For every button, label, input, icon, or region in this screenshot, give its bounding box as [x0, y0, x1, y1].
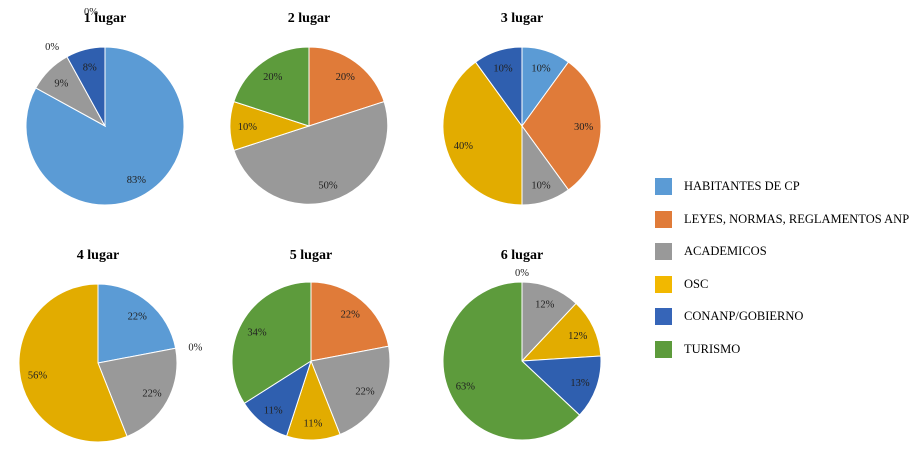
legend-item-osc: OSC [655, 270, 917, 299]
pie-slice-academicos [310, 345, 391, 436]
legend-label-leyes: LEYES, NORMAS, REGLAMENTOS ANP [684, 211, 910, 226]
legend-swatch-osc [655, 275, 672, 293]
pie-slice-osc [442, 61, 523, 206]
legend-label-conanp: CONANP/GOBIERNO [684, 309, 804, 324]
legend-label-habitantes: HABITANTES DE CP [684, 179, 800, 193]
pie-data-label: 11% [264, 406, 283, 417]
pie-slice-academicos [521, 281, 577, 363]
pie-data-label: 22% [142, 389, 162, 400]
legend-swatch-leyes [655, 210, 672, 228]
legend-item-leyes: LEYES, NORMAS, REGLAMENTOS ANP [655, 205, 917, 234]
pie-chart-4: 4 lugar 22% 0% 22% 56% [18, 248, 203, 443]
pie-data-label: 34% [247, 327, 267, 338]
pie-data-label: 10% [238, 122, 258, 133]
pie-data-label: 8% [83, 62, 97, 73]
pie-data-label: 10% [531, 63, 551, 74]
legend-swatch-conanp [655, 308, 672, 326]
pie-slice-turismo [233, 46, 310, 127]
legend-swatch-academicos [655, 243, 672, 261]
pie-data-label: 0% [515, 268, 529, 279]
pie-title: 1 lugar [84, 11, 126, 26]
pie-slice-academicos [97, 347, 178, 438]
pie-title: 3 lugar [501, 11, 543, 26]
pie-slice-turismo [442, 281, 581, 441]
pie-data-label: 0% [45, 42, 59, 53]
pie-data-label: 20% [263, 72, 283, 83]
pie-title: 5 lugar [290, 248, 332, 263]
pie-data-label: 10% [493, 63, 513, 74]
chart-legend: HABITANTES DE CP LEYES, NORMAS, REGLAMEN… [655, 172, 917, 368]
pie-data-label: 50% [318, 181, 338, 192]
pie-data-label: 11% [303, 419, 322, 430]
pie-title: 6 lugar [501, 248, 543, 263]
pie-slice-leyes-normas-reglamentos-anp [308, 46, 385, 127]
legend-label-turismo: TURISMO [684, 341, 741, 356]
pie-title: 2 lugar [288, 11, 330, 26]
pie-chart-3: 3 lugar 10% 30% 10% 40% 10% [442, 11, 602, 206]
legend-swatch-habitantes [655, 178, 672, 195]
pie-data-label: 0% [84, 7, 98, 18]
pie-data-label: 0% [188, 342, 202, 353]
legend-item-conanp: CONANP/GOBIERNO [655, 302, 917, 331]
legend-label-osc: OSC [684, 276, 709, 291]
pie-chart-5: 5 lugar 22% 22% 11% 11% 34% [231, 248, 391, 441]
pie-chart-6: 6 lugar 0% 12% 12% 13% 63% [442, 248, 602, 441]
legend-item-turismo: TURISMO [655, 335, 917, 364]
pie-data-label: 40% [454, 141, 474, 152]
pie-slice-conanp-gobierno [474, 46, 523, 128]
pie-slice-conanp-gobierno [66, 46, 106, 127]
pie-data-label: 20% [336, 72, 356, 83]
pie-chart-1: 1 lugar 83% 9% 0% 8% 0% [25, 7, 185, 206]
pie-data-label: 12% [568, 331, 588, 342]
pie-slice-habitantes-de-cp [97, 283, 177, 364]
pie-data-label: 63% [456, 382, 476, 393]
pie-data-label: 22% [341, 310, 361, 321]
pie-data-label: 10% [531, 181, 551, 192]
legend-item-habitantes: HABITANTES DE CP [655, 172, 917, 201]
legend-swatch-turismo [655, 340, 672, 358]
pie-data-label: 22% [355, 387, 375, 398]
pie-slice-turismo [231, 281, 312, 405]
pie-slice-academicos [233, 100, 389, 205]
pie-data-label: 83% [127, 175, 147, 186]
pie-data-label: 56% [28, 371, 48, 382]
pie-chart-2: 2 lugar 20% 50% 10% 20% [229, 11, 389, 205]
pie-data-label: 22% [128, 312, 148, 323]
pie-slice-osc [18, 283, 128, 443]
pie-data-label: 30% [574, 122, 594, 133]
pie-slice-leyes-normas-reglamentos-anp [310, 281, 390, 362]
pie-slice-osc [520, 302, 602, 362]
pie-slice-leyes-normas-reglamentos-anp [521, 61, 602, 191]
legend-item-academicos: ACADEMICOS [655, 237, 917, 266]
pie-data-label: 9% [54, 78, 68, 89]
pie-slice-conanp-gobierno [520, 355, 602, 416]
pie-data-label: 13% [570, 378, 590, 389]
legend-label-academicos: ACADEMICOS [684, 244, 767, 259]
pie-data-label: 12% [535, 300, 555, 311]
pie-title: 4 lugar [77, 248, 119, 263]
